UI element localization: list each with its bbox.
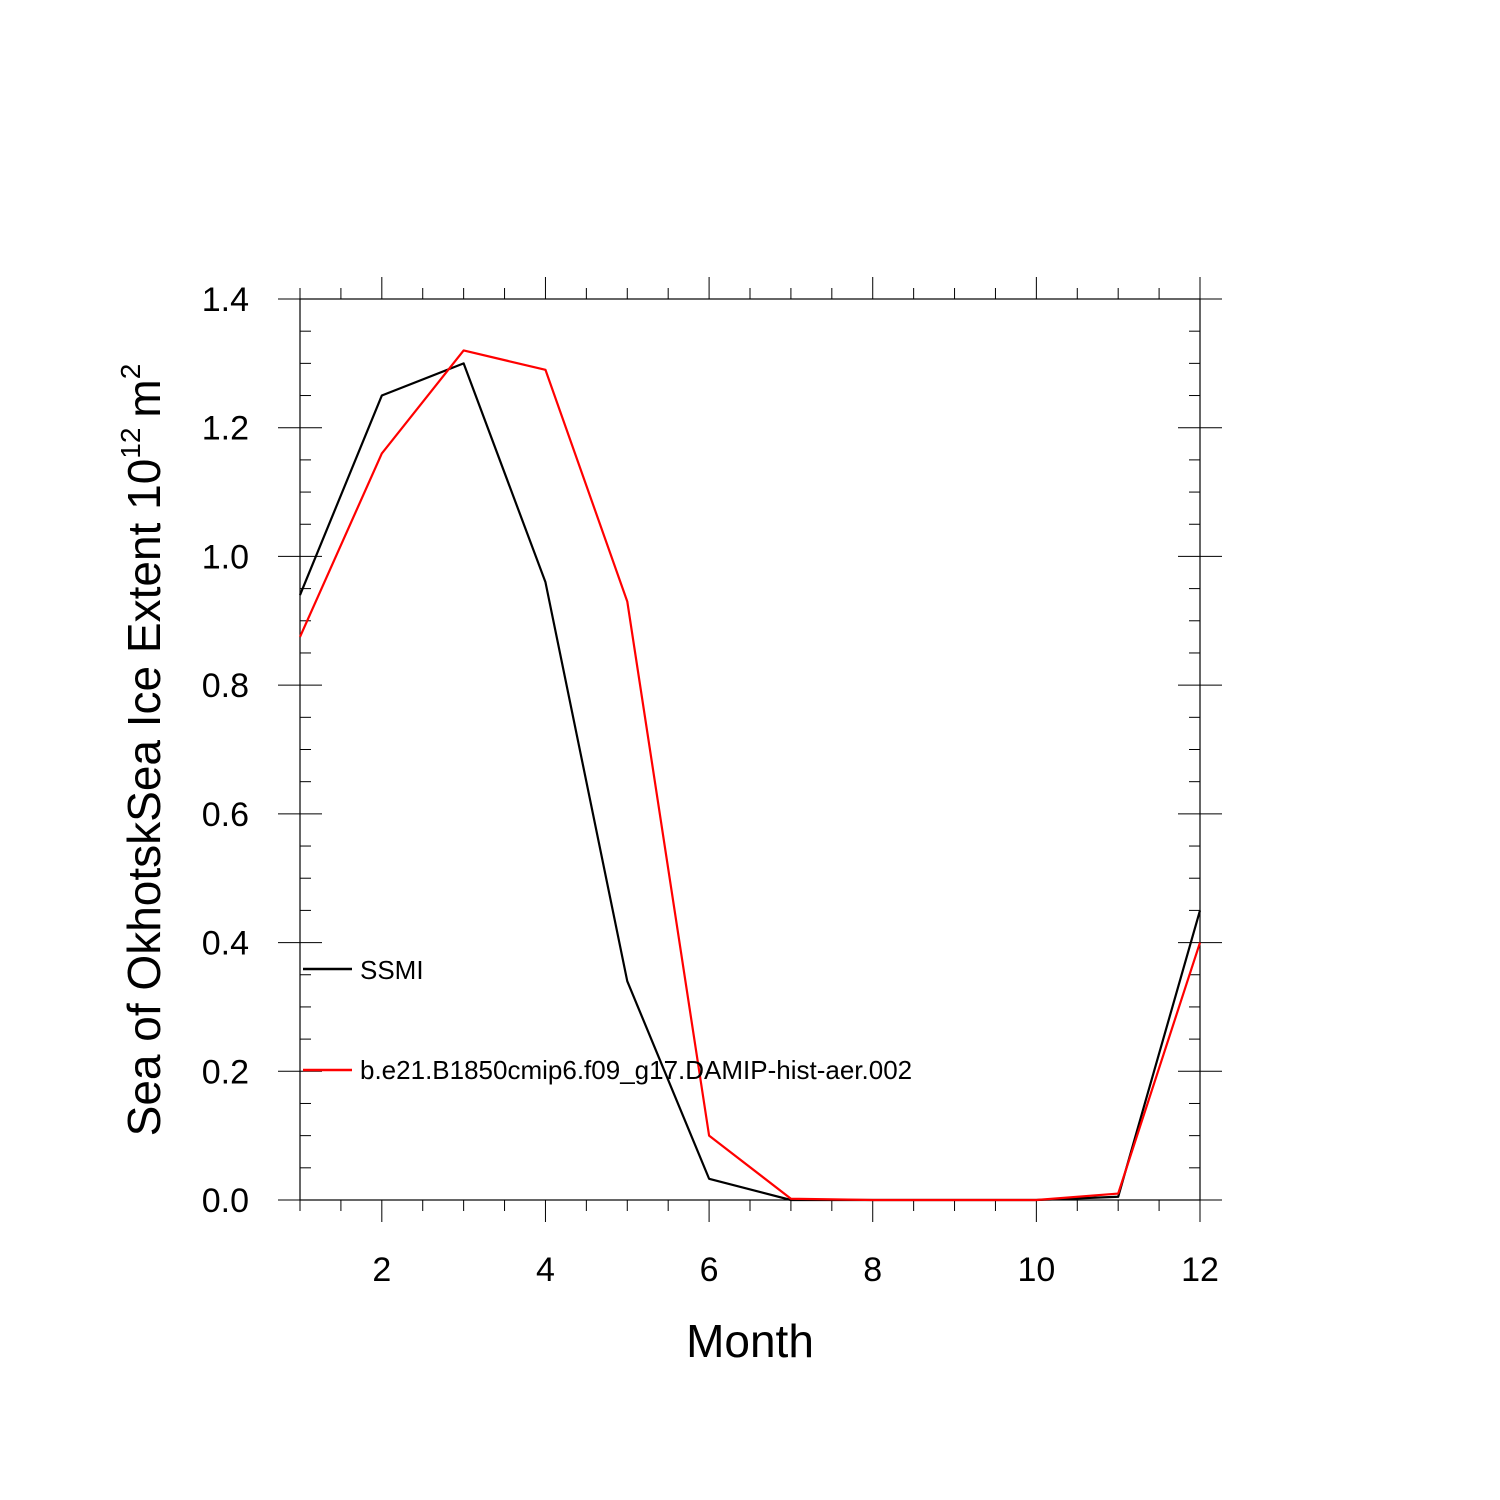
y-tick-label: 0.2 [202, 1053, 249, 1091]
y-tick-label: 0.0 [202, 1182, 249, 1220]
x-tick-label: 2 [372, 1251, 391, 1289]
legend-label-ssmi: SSMI [360, 955, 424, 985]
series-line-model [298, 349, 1202, 1202]
y-tick-label: 0.4 [202, 925, 249, 963]
y-axis-title-exponent: 12 [115, 428, 146, 459]
y-tick-label: 1.2 [202, 410, 249, 448]
y-tick-label: 0.6 [202, 796, 249, 834]
y-axis-title-unit-exponent: 2 [115, 364, 146, 380]
series-lines [298, 349, 1202, 1202]
tick-labels: 2 4 6 8 10 12 0.0 0.2 0.4 0.6 0.8 1.0 1.2 1.4 [202, 281, 1219, 1289]
y-axis-title: Sea of OkhotskSea Ice Extent 1012 m2 [115, 364, 170, 1137]
y-axis-title-unit: m [118, 379, 170, 417]
ticks [278, 277, 1222, 1222]
x-tick-label: 8 [863, 1251, 882, 1289]
legend: SSMI b.e21.B1850cmip6.f09_g17.DAMIP-hist… [303, 955, 912, 1085]
legend-label-model: b.e21.B1850cmip6.f09_g17.DAMIP-hist-aer.… [360, 1055, 912, 1085]
y-tick-label: 1.0 [202, 538, 249, 576]
x-axis-title: Month [686, 1315, 814, 1367]
x-tick-label: 12 [1181, 1251, 1219, 1289]
y-tick-label: 0.8 [202, 667, 249, 705]
x-tick-label: 4 [536, 1251, 555, 1289]
y-tick-label: 1.4 [202, 281, 249, 319]
x-tick-label: 6 [700, 1251, 719, 1289]
y-axis-title-main: Sea of OkhotskSea Ice Extent 10 [118, 459, 170, 1137]
x-tick-label: 10 [1017, 1251, 1055, 1289]
